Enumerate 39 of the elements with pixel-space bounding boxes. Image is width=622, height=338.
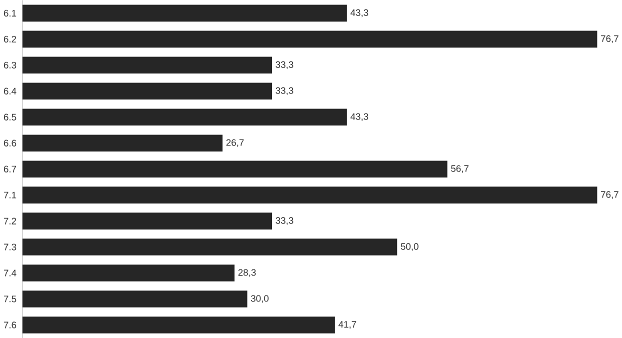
bar xyxy=(22,238,398,256)
bar xyxy=(22,56,272,74)
data-label: 33,3 xyxy=(276,217,294,225)
y-tick-label: 7.2 xyxy=(4,218,16,224)
y-tick-label: 7.1 xyxy=(4,192,16,198)
bar xyxy=(22,290,248,308)
bar xyxy=(22,30,598,48)
bar xyxy=(22,264,235,282)
y-tick-label: 6.7 xyxy=(4,166,16,172)
data-label: 28,3 xyxy=(238,269,256,277)
y-tick-label: 7.5 xyxy=(4,296,16,302)
data-label: 41,7 xyxy=(338,321,356,329)
bar xyxy=(22,186,598,204)
data-label: 76,7 xyxy=(601,35,618,43)
y-tick-label: 7.6 xyxy=(4,322,16,328)
data-label: 26,7 xyxy=(226,139,244,147)
bar xyxy=(22,134,223,152)
y-tick-label: 6.4 xyxy=(4,88,16,94)
y-tick-label: 6.5 xyxy=(4,114,16,120)
data-label: 43,3 xyxy=(350,113,368,121)
bar xyxy=(22,212,272,230)
y-tick-label: 6.2 xyxy=(4,36,16,42)
y-tick-label: 6.1 xyxy=(4,10,16,16)
bar xyxy=(22,82,272,100)
bar xyxy=(22,108,347,126)
bar xyxy=(22,4,347,22)
bar xyxy=(22,160,448,178)
y-tick-label: 7.4 xyxy=(4,270,16,276)
data-label: 56,7 xyxy=(451,165,469,173)
data-label: 76,7 xyxy=(601,191,618,199)
bar xyxy=(22,316,335,334)
data-label: 33,3 xyxy=(276,61,294,69)
data-label: 43,3 xyxy=(350,9,368,17)
y-tick-label: 6.6 xyxy=(4,140,16,146)
y-tick-label: 7.3 xyxy=(4,244,16,250)
data-label: 50,0 xyxy=(400,243,418,251)
y-tick-label: 6.3 xyxy=(4,62,16,68)
data-label: 33,3 xyxy=(276,87,294,95)
data-label: 30,0 xyxy=(250,295,269,303)
